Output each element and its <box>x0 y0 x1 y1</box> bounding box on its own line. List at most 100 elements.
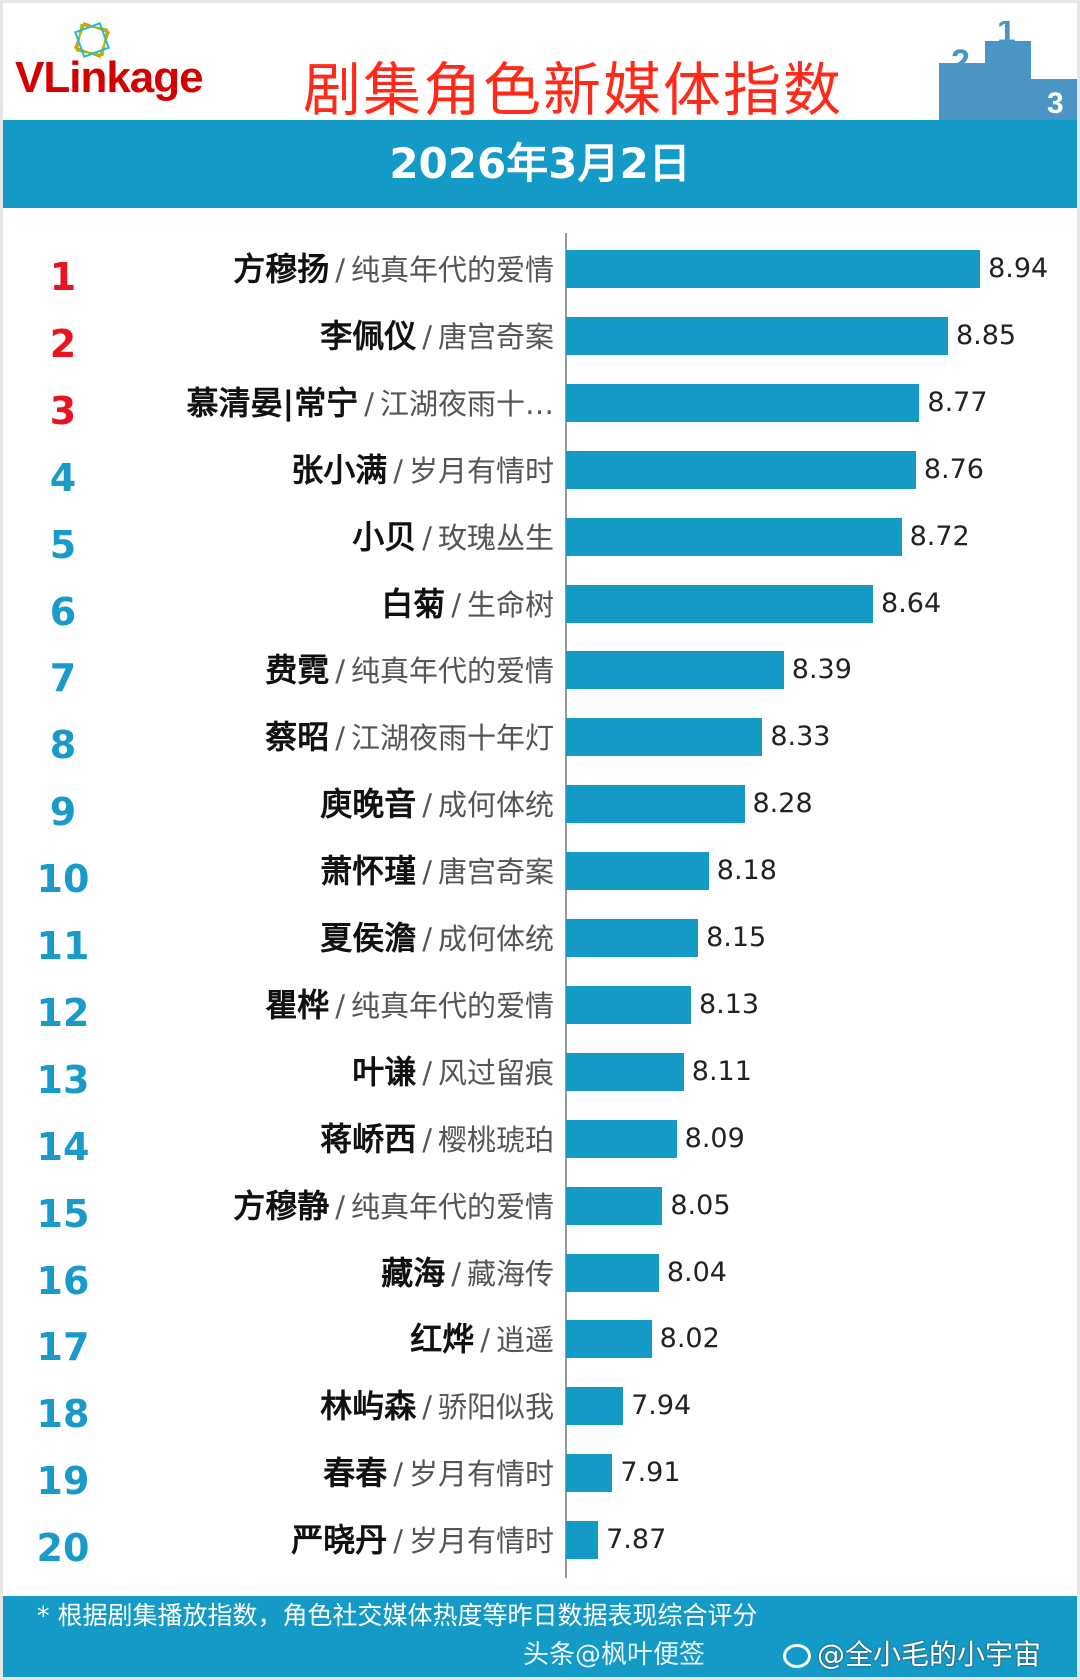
separator: / <box>422 319 432 354</box>
rank-number: 9 <box>49 790 77 835</box>
chart-row: 12 瞿桦 / 纯真年代的爱情 8.13 <box>3 985 1077 1033</box>
show-name: 玫瑰丛生 <box>437 520 554 555</box>
bar <box>566 985 691 1024</box>
chart-axis <box>565 233 567 1578</box>
value-label: 8.85 <box>955 319 1017 351</box>
character-name: 李佩仪 <box>320 316 417 355</box>
character-name: 方穆扬 <box>233 250 330 288</box>
chart-row: 19 春春 / 岁月有情时 7.91 <box>3 1453 1077 1501</box>
value-label: 8.33 <box>770 721 831 753</box>
chart-row: 14 蒋峤西 / 樱桃琥珀 8.09 <box>3 1119 1077 1167</box>
rank-number: 18 <box>36 1392 90 1437</box>
row-label: 叶谦 / 风过留痕 <box>352 1052 554 1098</box>
bar <box>566 852 709 891</box>
bar <box>566 584 874 623</box>
show-name: 藏海传 <box>466 1256 554 1291</box>
rank-number: 15 <box>36 1191 90 1236</box>
value-label: 8.09 <box>684 1122 745 1154</box>
separator: / <box>422 520 432 555</box>
separator: / <box>422 922 432 956</box>
show-name: 成何体统 <box>437 788 554 823</box>
row-label: 瞿桦 / 纯真年代的爱情 <box>265 985 554 1031</box>
character-name: 慕清晏|常宁 <box>186 383 359 422</box>
character-name: 蔡昭 <box>265 718 330 757</box>
show-name: 纯真年代的爱情 <box>350 654 554 689</box>
value-label: 8.94 <box>988 253 1049 284</box>
watermark-weibo: @全小毛的小宇宙 <box>783 1638 1041 1672</box>
chart-row: 3 慕清晏|常宁 / 江湖夜雨十… 8.77 <box>3 383 1077 431</box>
row-label: 慕清晏|常宁 / 江湖夜雨十… <box>187 383 555 429</box>
character-name: 瞿桦 <box>265 985 330 1024</box>
show-name: 唐宫奇案 <box>437 319 554 354</box>
show-name: 纯真年代的爱情 <box>350 253 554 287</box>
chart-row: 9 庾晚音 / 成何体统 8.28 <box>3 784 1077 832</box>
rank-number: 4 <box>49 455 77 500</box>
bar <box>566 1387 624 1426</box>
bar <box>566 1521 599 1560</box>
separator: / <box>480 1323 490 1358</box>
row-label: 藏海 / 藏海传 <box>381 1253 554 1299</box>
chart-row: 11 夏侯澹 / 成何体统 8.15 <box>3 918 1077 966</box>
rank-number: 10 <box>36 857 90 902</box>
footnote: * 根据剧集播放指数，角色社交媒体热度等昨日数据表现综合评分 <box>37 1601 758 1630</box>
chart-row: 6 白菊 / 生命树 8.64 <box>3 584 1077 632</box>
bar <box>566 250 981 288</box>
character-name: 藏海 <box>381 1253 446 1292</box>
bar <box>566 517 902 556</box>
chart-row: 15 方穆静 / 纯真年代的爱情 8.05 <box>3 1186 1077 1234</box>
bar <box>566 316 948 355</box>
separator: / <box>451 1256 461 1291</box>
separator: / <box>335 721 345 756</box>
separator: / <box>422 1390 432 1425</box>
rank-number: 20 <box>36 1526 90 1571</box>
show-name: 唐宫奇案 <box>437 855 554 890</box>
bar <box>566 919 699 957</box>
show-name: 樱桃琥珀 <box>437 1122 554 1157</box>
weibo-icon <box>783 1644 811 1668</box>
character-name: 张小满 <box>291 450 388 489</box>
value-label: 7.91 <box>620 1457 681 1489</box>
separator: / <box>393 1524 403 1559</box>
svg-text:1: 1 <box>997 21 1016 51</box>
value-label: 8.11 <box>691 1055 752 1087</box>
rank-number: 17 <box>36 1325 90 1370</box>
value-label: 8.18 <box>716 855 777 887</box>
bar <box>566 651 784 690</box>
chart-row: 17 红烨 / 逍遥 8.02 <box>3 1319 1077 1367</box>
separator: / <box>335 253 345 287</box>
value-label: 8.02 <box>659 1323 720 1355</box>
show-name: 成何体统 <box>437 922 554 956</box>
separator: / <box>422 1055 432 1090</box>
separator: / <box>335 988 345 1023</box>
separator: / <box>393 453 403 488</box>
row-label: 严晓丹 / 岁月有情时 <box>291 1520 554 1566</box>
show-name: 逍遥 <box>495 1323 554 1358</box>
separator: / <box>422 1122 432 1157</box>
value-label: 7.94 <box>631 1390 692 1422</box>
svg-text:3: 3 <box>1047 87 1064 120</box>
chart-row: 16 藏海 / 藏海传 8.04 <box>3 1253 1077 1301</box>
row-label: 方穆扬 / 纯真年代的爱情 <box>233 249 554 295</box>
chart-row: 2 李佩仪 / 唐宫奇案 8.85 <box>3 316 1077 364</box>
chart-row: 10 萧怀瑾 / 唐宫奇案 8.18 <box>3 851 1077 899</box>
bar <box>566 785 745 824</box>
page-title: 剧集角色新媒体指数 <box>303 56 844 124</box>
show-name: 纯真年代的爱情 <box>350 988 554 1023</box>
value-label: 8.72 <box>909 520 970 552</box>
separator: / <box>335 654 345 689</box>
character-name: 萧怀瑾 <box>320 852 417 891</box>
rank-number: 14 <box>36 1124 90 1169</box>
row-label: 张小满 / 岁月有情时 <box>291 450 554 496</box>
bar <box>566 383 920 422</box>
value-label: 8.77 <box>927 386 988 418</box>
chart-row: 20 严晓丹 / 岁月有情时 7.87 <box>3 1520 1077 1568</box>
show-name: 江湖夜雨十… <box>379 386 554 421</box>
watermark-weibo-text: @全小毛的小宇宙 <box>817 1638 1042 1671</box>
character-name: 费霓 <box>265 651 330 690</box>
chart-row: 5 小贝 / 玫瑰丛生 8.72 <box>3 517 1077 565</box>
value-label: 8.05 <box>670 1189 731 1221</box>
rank-number: 6 <box>49 589 77 634</box>
svg-text:2: 2 <box>951 43 970 81</box>
rank-number: 16 <box>36 1258 90 1303</box>
chart-row: 7 费霓 / 纯真年代的爱情 8.39 <box>3 650 1077 698</box>
